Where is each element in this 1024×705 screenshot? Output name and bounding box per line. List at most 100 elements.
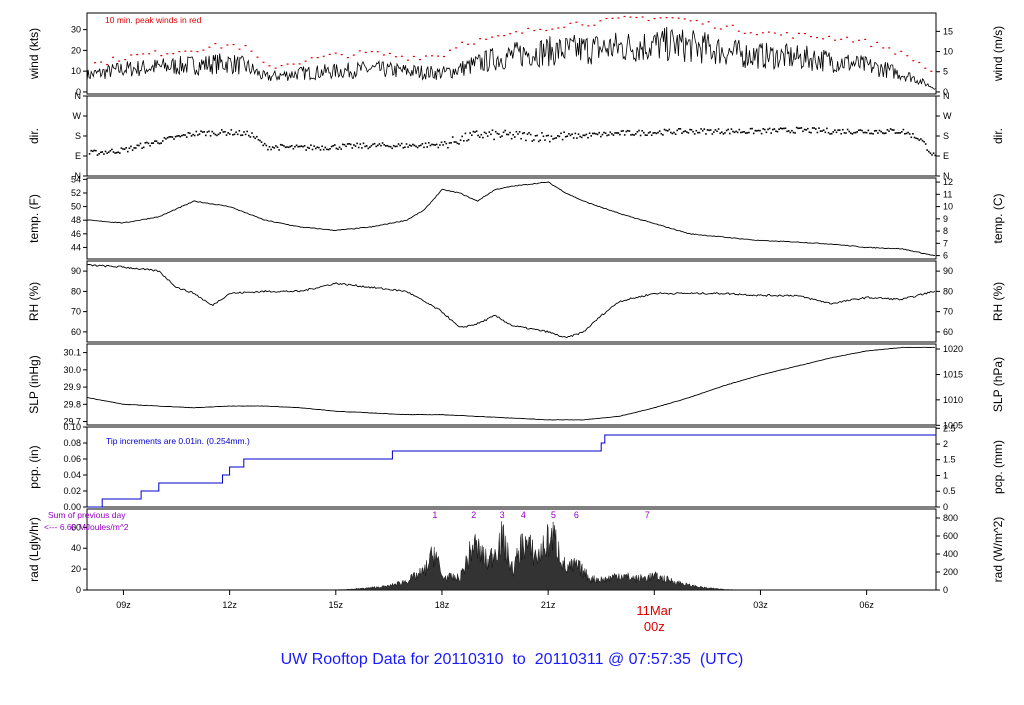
- dir-point: [227, 132, 229, 134]
- wind-peak-point: [533, 29, 536, 32]
- x-tick-label: 09z: [116, 600, 131, 610]
- dir-point: [775, 130, 777, 132]
- dir-point: [784, 127, 787, 130]
- dir-point: [260, 141, 263, 143]
- dir-point: [830, 132, 833, 135]
- wind-left-tick-label: 20: [71, 45, 81, 55]
- dir-point: [808, 131, 811, 133]
- dir-point: [552, 138, 554, 140]
- wind-peak-point: [858, 39, 861, 41]
- dir-point: [574, 132, 577, 135]
- wind-peak-point: [346, 57, 349, 59]
- dir-point: [533, 139, 535, 141]
- dir-point: [778, 128, 780, 130]
- dir-point: [99, 151, 102, 154]
- dir-point: [690, 129, 693, 131]
- wind-peak-point: [262, 61, 265, 63]
- wind-right-tick-label: 15: [943, 26, 953, 36]
- dir-point: [815, 128, 817, 130]
- temp-right-tick-label: 12: [943, 177, 953, 187]
- dir-point: [639, 134, 642, 137]
- dir-point: [490, 133, 492, 136]
- wind-peak-point: [154, 50, 157, 52]
- temp-left-tick-label: 48: [71, 215, 81, 225]
- dir-point: [703, 128, 706, 130]
- wind-peak-point: [900, 50, 903, 52]
- dir-point: [768, 127, 771, 130]
- pcp-right-tick-label: 2: [943, 439, 948, 449]
- dir-point: [256, 135, 258, 138]
- dir-point: [580, 136, 583, 139]
- dir-point: [329, 148, 331, 150]
- dir-point: [486, 135, 489, 137]
- temp-right-tick-label: 11: [943, 189, 952, 199]
- slp-right-tick-label: 1020: [943, 344, 963, 354]
- dir-point: [824, 131, 827, 134]
- pcp-panel: [83, 426, 940, 508]
- dir-point: [346, 143, 349, 145]
- dir-ylabel-left: dir.: [27, 128, 41, 144]
- dir-point: [862, 131, 865, 134]
- dir-point: [327, 148, 330, 151]
- dir-point: [572, 137, 575, 139]
- dir-point: [678, 128, 680, 130]
- wind-peak-point: [292, 63, 295, 65]
- pcp-frame: [86, 426, 937, 508]
- dir-point: [781, 127, 784, 130]
- pcp-ylabel-left: pcp. (in): [27, 445, 41, 488]
- wind-peak-point: [184, 50, 187, 52]
- pcp-left-tick-label: 0.00: [63, 502, 81, 512]
- dir-point: [324, 146, 327, 149]
- dir-point: [464, 132, 467, 135]
- dir-point: [665, 129, 667, 132]
- dir-point: [421, 143, 424, 145]
- dir-point: [654, 132, 656, 134]
- dir-right-tick-label: N: [943, 171, 950, 181]
- dir-point: [383, 144, 385, 146]
- wind-peak-point: [707, 21, 710, 23]
- dir-point: [848, 130, 850, 133]
- rad-right-tick-label: 800: [943, 513, 958, 523]
- dir-point: [787, 130, 790, 132]
- wind-peak-point: [443, 55, 445, 58]
- rh-ylabel-right: RH (%): [991, 282, 1005, 321]
- dir-point: [428, 142, 430, 144]
- wind-peak-point: [593, 24, 596, 26]
- wind-peak-point: [515, 31, 518, 33]
- rh-left-tick-label: 80: [71, 286, 81, 296]
- dir-point: [859, 129, 862, 131]
- dir-point: [736, 131, 739, 134]
- dir-point: [291, 145, 293, 147]
- dir-point: [176, 135, 178, 137]
- dir-point: [319, 149, 322, 151]
- dir-point: [262, 144, 264, 147]
- dir-point: [662, 134, 664, 136]
- dir-point: [279, 143, 282, 146]
- dir-point: [501, 135, 503, 137]
- dir-point: [537, 140, 540, 143]
- dir-point: [483, 131, 486, 134]
- dir-point: [217, 133, 220, 136]
- dir-point: [498, 133, 500, 135]
- dir-point: [512, 134, 514, 136]
- wind-peak-point: [846, 36, 849, 38]
- dir-point: [579, 135, 581, 138]
- dir-point: [117, 151, 119, 153]
- dir-point: [157, 142, 159, 144]
- wind-peak-point: [587, 25, 590, 27]
- dir-point: [507, 133, 510, 136]
- dir-point: [889, 128, 892, 130]
- wind-peak-point: [864, 38, 867, 40]
- wind-left-tick-label: 0: [76, 87, 81, 97]
- rad-sum-value: <--- 6.60 MJoules/m^2: [44, 522, 129, 532]
- temp-panel: [83, 177, 940, 260]
- dir-point: [162, 140, 164, 142]
- dir-point: [628, 130, 631, 132]
- wind-peak-point: [274, 67, 277, 69]
- dir-point: [114, 152, 116, 154]
- wind-left-tick-label: 10: [71, 66, 81, 76]
- rh-left-tick-label: 60: [71, 327, 81, 337]
- wind-peak-point: [689, 20, 692, 22]
- wind-peak-point: [840, 38, 843, 40]
- wind-peak-point: [810, 36, 812, 38]
